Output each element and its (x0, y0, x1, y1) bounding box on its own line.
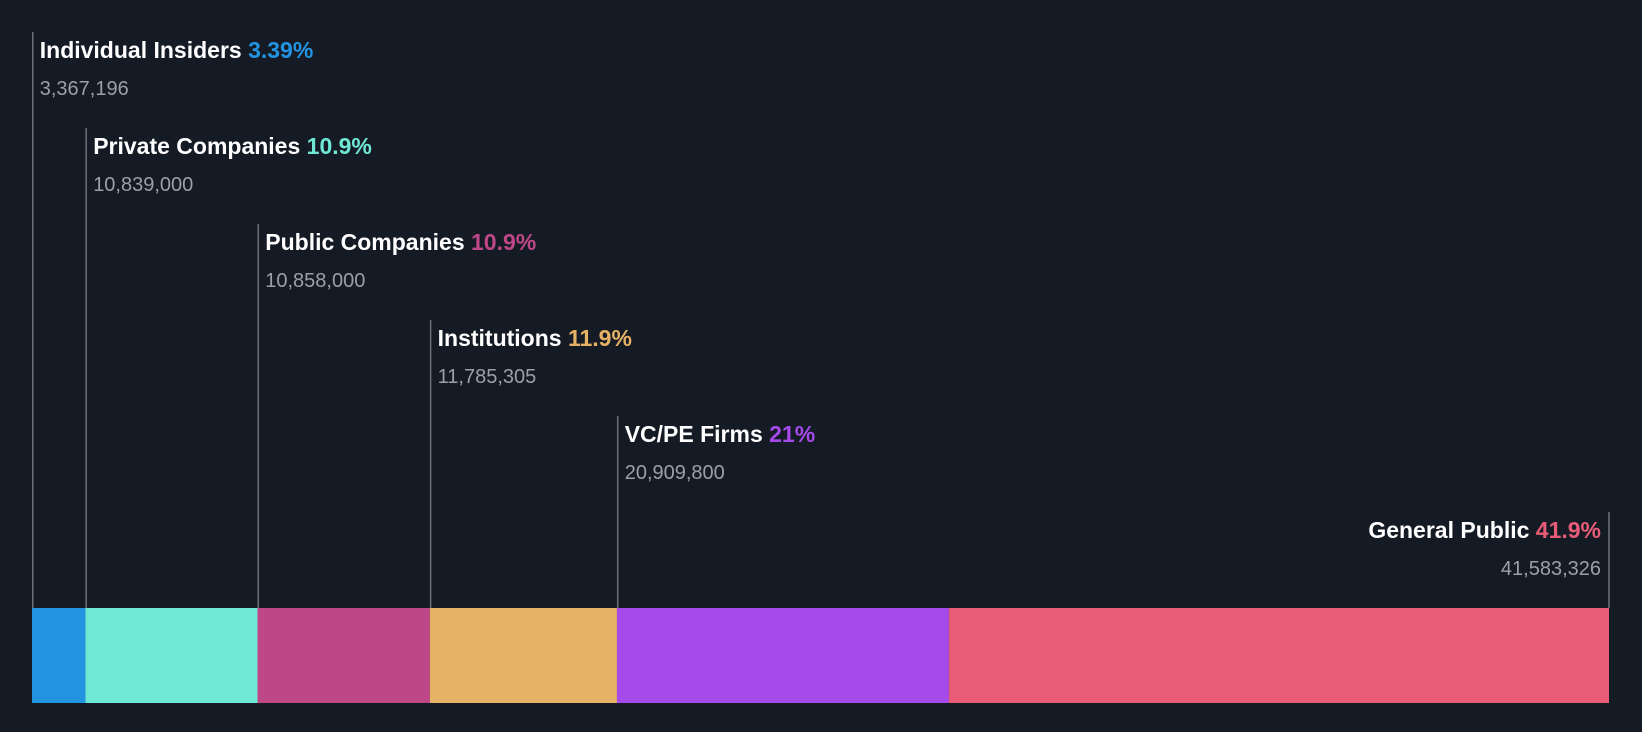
share-count-vc-pe-firms: 20,909,800 (625, 462, 725, 484)
slice-title-institutions: Institutions 11.9% (438, 325, 632, 351)
slice-title-general-public: General Public 41.9% (1368, 517, 1601, 543)
share-count-institutions: 11,785,305 (438, 366, 537, 388)
percent-label: 10.9% (300, 133, 372, 159)
share-count-individual-insiders: 3,367,196 (40, 78, 129, 100)
bar-segment-individual-insiders (32, 608, 86, 703)
category-label: VC/PE Firms (625, 421, 763, 447)
label-group: Individual Insiders 3.39% 3,367,196 Privat… (40, 37, 1601, 580)
category-label: Private Companies (93, 133, 300, 159)
share-count-public-companies: 10,858,000 (265, 270, 365, 292)
percent-label: 41.9% (1529, 517, 1601, 543)
category-label: General Public (1368, 517, 1529, 543)
category-label: Public Companies (265, 229, 464, 255)
share-count-general-public: 41,583,326 (1501, 558, 1601, 580)
ownership-bar-group (32, 608, 1609, 703)
bar-segment-institutions (429, 608, 617, 703)
bar-segment-public-companies (257, 608, 430, 703)
slice-title-individual-insiders: Individual Insiders 3.39% (40, 37, 314, 63)
slice-title-public-companies: Public Companies 10.9% (265, 229, 536, 255)
share-count-private-companies: 10,839,000 (93, 174, 193, 196)
percent-label: 11.9% (562, 325, 632, 351)
bar-segment-private-companies (85, 608, 258, 703)
slice-title-private-companies: Private Companies 10.9% (93, 133, 372, 159)
leader-line-group (32, 32, 1610, 608)
percent-label: 10.9% (465, 229, 537, 255)
bar-segment-general-public (948, 608, 1609, 703)
percent-label: 3.39% (242, 37, 314, 63)
category-label: Individual Insiders (40, 37, 242, 63)
percent-label: 21% (763, 421, 815, 447)
category-label: Institutions (438, 325, 562, 351)
bar-segment-vc-pe-firms (616, 608, 949, 703)
slice-title-vc-pe-firms: VC/PE Firms 21% (625, 421, 815, 447)
